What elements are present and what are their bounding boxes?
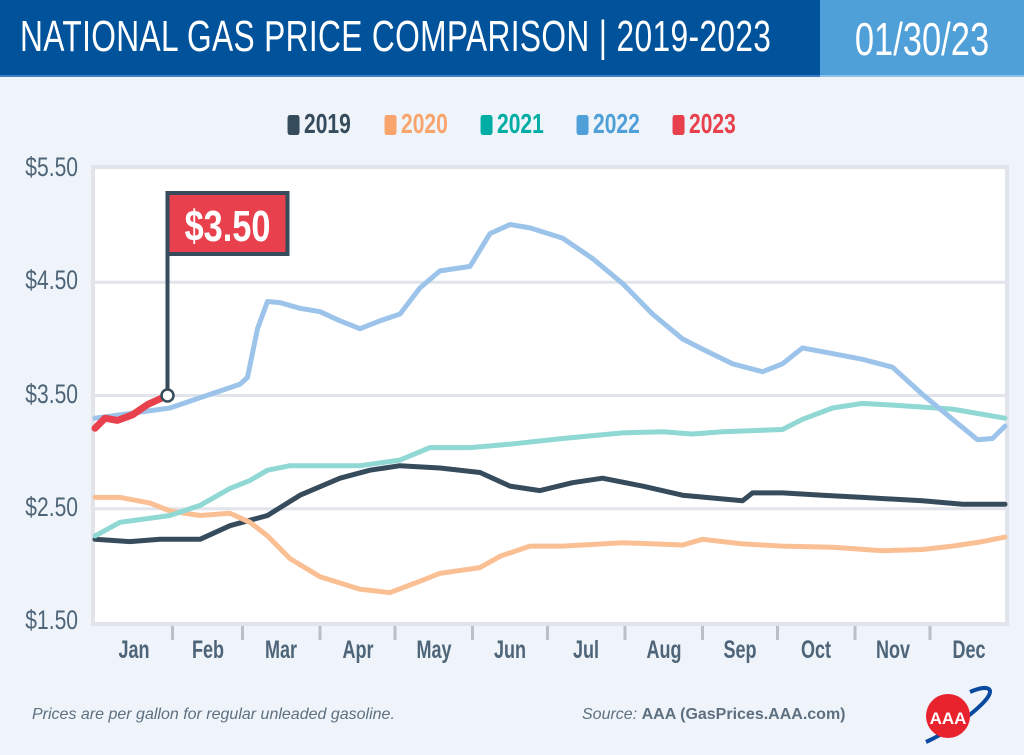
y-tick-label: $2.50: [25, 491, 78, 522]
series-line-2019: [92, 463, 1008, 545]
legend-swatch: [672, 115, 685, 135]
price-flag-label: $3.50: [185, 202, 271, 251]
series-line-2023: [91, 392, 171, 432]
legend-swatch: [287, 115, 300, 135]
y-tick-label: $1.50: [25, 605, 78, 635]
y-tick-label: $5.50: [25, 152, 78, 182]
month-label: Mar: [265, 636, 298, 664]
legend-label: 2022: [593, 108, 640, 139]
month-label: Jul: [573, 636, 600, 664]
legend-item-2020: 2020: [384, 108, 447, 140]
series-line-2020: [92, 494, 1008, 596]
y-tick-label: $4.50: [25, 265, 78, 296]
month-label: Sep: [723, 636, 757, 664]
date-label: 01/30/23: [854, 13, 990, 65]
month-label: Jun: [493, 636, 526, 664]
legend-label: 2019: [304, 108, 352, 139]
legend-swatch: [576, 115, 589, 135]
legend-item-2019: 2019: [287, 108, 352, 140]
footnote: Prices are per gallon for regular unlead…: [32, 706, 395, 723]
legend-item-2021: 2021: [480, 108, 544, 140]
legend-item-2023: 2023: [672, 108, 737, 140]
month-label: Nov: [875, 636, 910, 664]
legend-label: 2021: [496, 108, 544, 139]
chart-title: NATIONAL GAS PRICE COMPARISON | 2019-202…: [20, 12, 772, 61]
date-box: 01/30/23: [820, 0, 1024, 77]
month-label: Dec: [952, 636, 986, 664]
month-label: Jan: [118, 636, 150, 664]
month-label: Oct: [801, 636, 832, 664]
legend-swatch: [384, 115, 397, 135]
current-price-marker: [160, 388, 175, 403]
legend: 2019 2020 2021 2022 2023: [0, 108, 1024, 140]
month-label: May: [416, 636, 452, 664]
header-bar: NATIONAL GAS PRICE COMPARISON | 2019-202…: [0, 0, 820, 77]
legend-swatch: [480, 115, 493, 135]
source-label: Source:: [582, 706, 638, 723]
source-value: AAA (GasPrices.AAA.com): [641, 706, 846, 723]
legend-label: 2020: [400, 108, 448, 139]
month-label: Aug: [646, 636, 682, 664]
source: Source: AAA (GasPrices.AAA.com): [582, 706, 846, 724]
month-label: Apr: [341, 636, 374, 664]
series-line-2022: [92, 222, 1008, 443]
series-line-2021: [92, 400, 1008, 539]
y-tick-label: $3.50: [25, 378, 78, 409]
legend-label: 2023: [689, 108, 737, 139]
month-label: Feb: [191, 636, 224, 664]
legend-item-2022: 2022: [576, 108, 640, 140]
price-flag: [165, 191, 290, 256]
